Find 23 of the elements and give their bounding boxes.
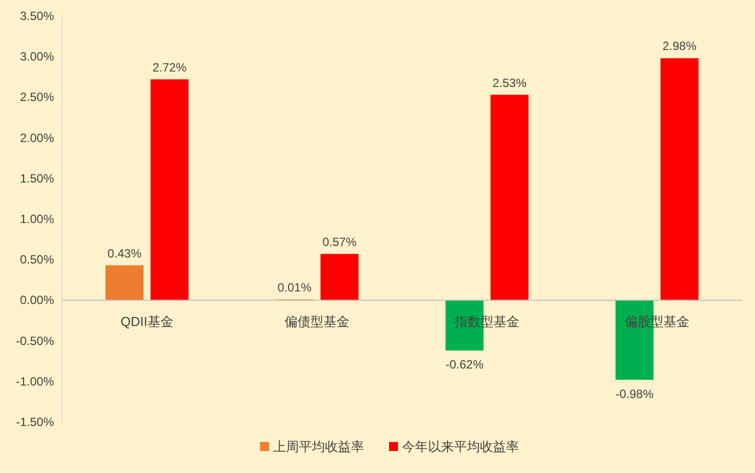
y-tick-label: 3.00% xyxy=(20,50,54,64)
y-tick-label: 3.50% xyxy=(20,9,54,23)
data-label: 0.01% xyxy=(277,280,312,294)
x-tick-label: QDII基金 xyxy=(120,314,174,330)
y-tick-label: 1.00% xyxy=(20,212,54,226)
data-label: 2.53% xyxy=(492,76,527,90)
legend-label: 上周平均收益率 xyxy=(273,439,364,454)
data-label: 2.72% xyxy=(152,60,187,74)
data-label: -0.98% xyxy=(615,386,654,401)
data-label: 0.57% xyxy=(322,234,357,249)
y-tick-label: 2.00% xyxy=(20,130,54,145)
y-tick-label: 1.50% xyxy=(20,171,54,186)
y-tick-label: 2.50% xyxy=(20,90,54,104)
legend-label: 今年以来平均收益率 xyxy=(402,439,519,454)
y-tick-label: 0.50% xyxy=(20,252,54,267)
y-tick-label: -0.50% xyxy=(16,334,54,348)
data-label: -0.62% xyxy=(445,358,484,372)
y-tick-label: -1.50% xyxy=(16,415,54,429)
data-label: 0.43% xyxy=(107,246,142,260)
y-tick-label: 0.00% xyxy=(20,293,54,308)
y-tick-label: -1.00% xyxy=(16,374,54,388)
data-label: 2.98% xyxy=(662,39,697,54)
x-tick-label: 偏债型基金 xyxy=(284,314,350,330)
